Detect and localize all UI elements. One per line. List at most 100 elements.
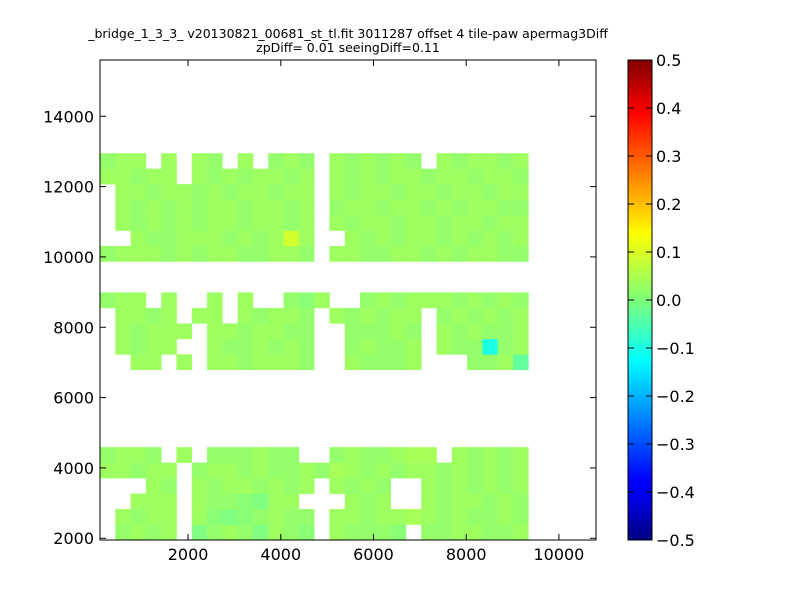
heatmap-cell (513, 199, 529, 216)
colorbar-tick-label: −0.3 (656, 435, 695, 454)
heatmap-cell (237, 323, 254, 340)
heatmap-cell (130, 153, 147, 169)
heatmap-cell (100, 447, 116, 463)
heatmap-cell (497, 478, 514, 494)
heatmap-cell (222, 215, 238, 231)
heatmap-cell (145, 184, 162, 200)
heatmap-cell (100, 246, 116, 262)
heatmap-cell (421, 478, 437, 494)
heatmap-cell (482, 153, 499, 169)
heatmap-cell (237, 447, 254, 463)
heatmap-cell (344, 354, 361, 371)
heatmap-cell (329, 184, 346, 200)
y-tick-label: 14000 (43, 107, 94, 126)
heatmap-cell (497, 246, 514, 262)
heatmap-cell (451, 153, 468, 169)
heatmap-cell (513, 509, 529, 525)
heatmap-cell (497, 524, 514, 541)
heatmap-cell (344, 184, 361, 200)
heatmap-cell (222, 184, 238, 200)
heatmap-cell (222, 230, 238, 247)
heatmap-cell (130, 524, 147, 541)
x-tick-label: 6000 (353, 545, 394, 564)
heatmap-cell (513, 153, 529, 169)
heatmap-cell (360, 323, 376, 340)
heatmap-cell (222, 338, 238, 355)
heatmap-cell (375, 246, 391, 262)
heatmap-cell (268, 509, 284, 525)
heatmap-cell (513, 354, 529, 371)
heatmap-cell (467, 230, 483, 247)
heatmap-cell (222, 478, 238, 494)
heatmap-cell (283, 230, 300, 247)
heatmap-cell (100, 153, 116, 169)
heatmap-cell (207, 215, 223, 231)
y-tick-label: 4000 (53, 459, 94, 478)
heatmap-cell (115, 292, 131, 309)
heatmap-cell (176, 199, 193, 216)
heatmap-cell (252, 230, 269, 247)
heatmap-cell (405, 509, 422, 525)
heatmap-cell (161, 168, 177, 185)
heatmap-cell (467, 199, 483, 216)
heatmap-cell (161, 230, 177, 247)
heatmap-cell (130, 354, 147, 371)
heatmap-cell (390, 323, 407, 340)
heatmap-cell (436, 292, 453, 309)
heatmap-cell (390, 168, 407, 185)
heatmap-cell (298, 354, 315, 371)
heatmap-cell (161, 462, 177, 479)
heatmap-cell (451, 168, 468, 185)
heatmap-cell (115, 509, 131, 525)
heatmap-cell (130, 462, 147, 479)
heatmap-cell (207, 168, 223, 185)
heatmap-cell (145, 199, 162, 216)
heatmap-cell (513, 215, 529, 231)
heatmap-cell (375, 230, 391, 247)
heatmap-cell (375, 354, 391, 371)
heatmap-cell (222, 509, 238, 525)
heatmap-cell (344, 215, 361, 231)
heatmap-cell (283, 168, 300, 185)
heatmap-cell (145, 338, 162, 355)
heatmap-cell (191, 493, 208, 510)
heatmap-cell (252, 246, 269, 262)
heatmap-cell (222, 524, 238, 541)
heatmap-cell (115, 168, 131, 185)
heatmap-cell (375, 462, 391, 479)
heatmap-cell (207, 199, 223, 216)
heatmap-cell (390, 184, 407, 200)
heatmap-cell (482, 338, 499, 355)
heatmap-cell (344, 199, 361, 216)
heatmap-cell (451, 292, 468, 309)
heatmap-cell (268, 338, 284, 355)
heatmap-cell (360, 246, 376, 262)
heatmap-cell (436, 478, 453, 494)
heatmap-cell (421, 493, 437, 510)
heatmap-cell (237, 230, 254, 247)
heatmap-cell (130, 323, 147, 340)
heatmap-cell (130, 307, 147, 324)
heatmap-cell (130, 184, 147, 200)
y-tick-label: 10000 (43, 248, 94, 267)
heatmap-cell (222, 199, 238, 216)
colorbar-tick-label: −0.5 (656, 531, 695, 550)
heatmap-cell (298, 199, 315, 216)
heatmap-cell (421, 509, 437, 525)
heatmap-cell (360, 230, 376, 247)
heatmap-cell (497, 230, 514, 247)
heatmap-cell (298, 184, 315, 200)
heatmap-cell (298, 246, 315, 262)
heatmap-cell (375, 323, 391, 340)
heatmap-cell (283, 292, 300, 309)
heatmap-cell (497, 153, 514, 169)
chart-subtitle: zpDiff= 0.01 seeingDiff=0.11 (256, 40, 440, 55)
heatmap-cell (252, 493, 269, 510)
heatmap-cell (405, 354, 422, 371)
heatmap-cell (130, 292, 147, 309)
heatmap-cell (237, 199, 254, 216)
heatmap-cell (360, 447, 376, 463)
heatmap-cell (252, 338, 269, 355)
heatmap-cell (405, 307, 422, 324)
heatmap-cell (237, 168, 254, 185)
